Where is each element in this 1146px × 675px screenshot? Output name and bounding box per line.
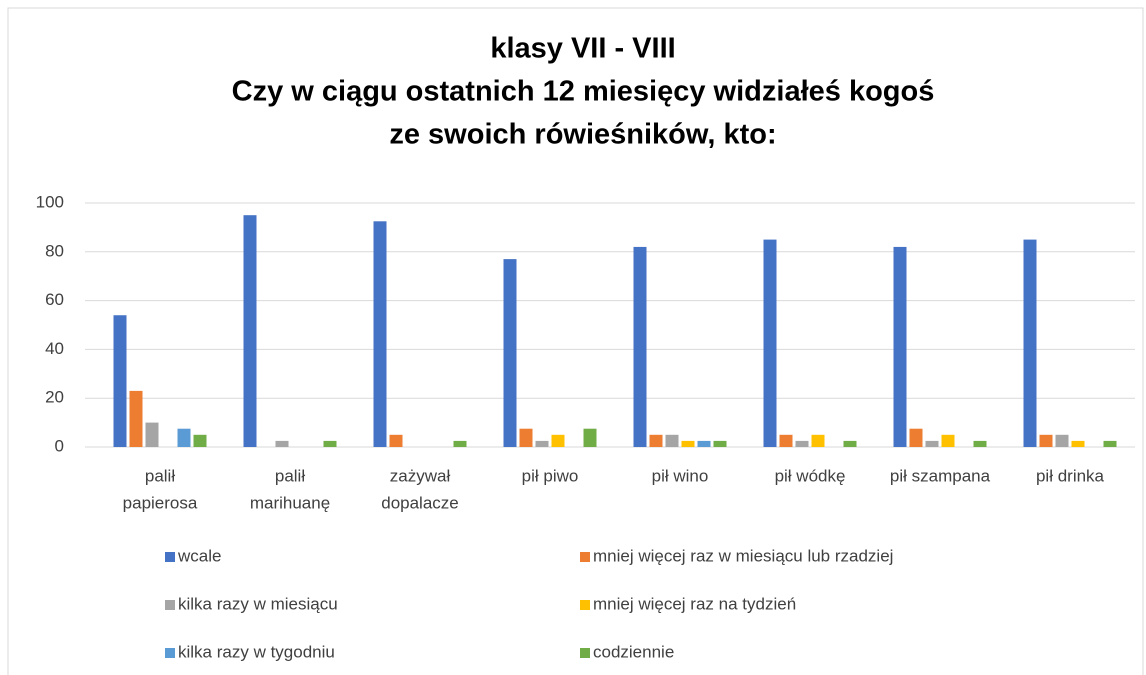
- bar: [649, 434, 663, 447]
- legend-label: wcale: [177, 546, 221, 565]
- bar: [145, 422, 159, 447]
- legend-label: codziennie: [593, 642, 674, 661]
- chart-frame: [7, 7, 1144, 675]
- bar: [681, 440, 695, 447]
- bar: [811, 434, 825, 447]
- bar: [779, 434, 793, 447]
- chart-title: klasy VII - VIII: [490, 33, 675, 65]
- legend-swatch: [580, 600, 590, 610]
- bar: [1023, 239, 1037, 447]
- bar: [519, 428, 533, 447]
- bar: [941, 434, 955, 447]
- bar: [713, 440, 727, 447]
- legend-label: mniej więcej raz na tydzień: [593, 594, 796, 613]
- bar: [795, 440, 809, 447]
- bar: [925, 440, 939, 447]
- bar: [535, 440, 549, 447]
- bar: [665, 434, 679, 447]
- x-tick-label: pił szampana: [890, 466, 991, 485]
- x-tick-label: dopalacze: [381, 493, 459, 512]
- bar: [389, 434, 403, 447]
- bar: [177, 428, 191, 447]
- x-tick-label: pił drinka: [1036, 466, 1105, 485]
- bar: [843, 440, 857, 447]
- legend-label: kilka razy w tygodniu: [178, 642, 335, 661]
- y-tick-label: 0: [55, 436, 64, 455]
- bar: [193, 434, 207, 447]
- x-tick-label: papierosa: [123, 493, 198, 512]
- legend-label: kilka razy w miesiącu: [178, 594, 338, 613]
- bar: [1039, 434, 1053, 447]
- x-tick-label: pił wino: [652, 466, 709, 485]
- legend-swatch: [165, 552, 175, 562]
- y-tick-label: 20: [45, 388, 64, 407]
- legend-swatch: [165, 600, 175, 610]
- bar: [583, 428, 597, 447]
- x-tick-label: pił wódkę: [775, 466, 846, 485]
- bar: [373, 221, 387, 447]
- bar: [973, 440, 987, 447]
- bar: [323, 440, 337, 447]
- bar: [551, 434, 565, 447]
- bar: [275, 440, 289, 447]
- y-tick-label: 80: [45, 241, 64, 260]
- legend-swatch: [165, 648, 175, 658]
- x-tick-label: zażywał: [390, 466, 451, 485]
- legend-label: mniej więcej raz w miesiącu lub rzadziej: [593, 546, 893, 565]
- bar: [503, 259, 517, 447]
- y-tick-label: 60: [45, 290, 64, 309]
- bar: [1103, 440, 1117, 447]
- bar: [909, 428, 923, 447]
- bar: [1071, 440, 1085, 447]
- legend-swatch: [580, 552, 590, 562]
- x-tick-label: marihuanę: [250, 493, 330, 512]
- bar: [1055, 434, 1069, 447]
- y-tick-label: 100: [36, 192, 64, 211]
- bar: [453, 440, 467, 447]
- legend-swatch: [580, 648, 590, 658]
- x-tick-label: palił: [145, 466, 175, 485]
- bar: [697, 440, 711, 447]
- bar: [763, 239, 777, 447]
- chart-title: ze swoich rówieśników, kto:: [389, 119, 776, 151]
- x-tick-label: pił piwo: [522, 466, 579, 485]
- bar: [113, 315, 127, 447]
- bar: [633, 246, 647, 447]
- y-tick-label: 40: [45, 339, 64, 358]
- bar: [893, 246, 907, 447]
- chart-title: Czy w ciągu ostatnich 12 miesięcy widzia…: [232, 76, 935, 108]
- x-tick-label: palił: [275, 466, 305, 485]
- bar: [243, 215, 257, 447]
- bar: [129, 390, 143, 447]
